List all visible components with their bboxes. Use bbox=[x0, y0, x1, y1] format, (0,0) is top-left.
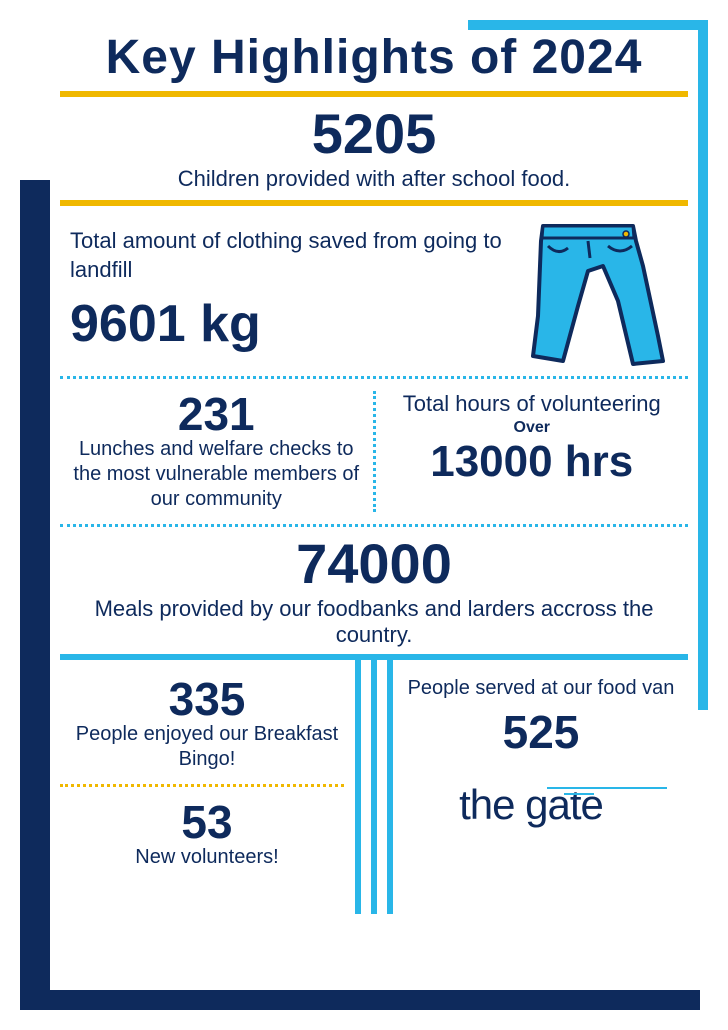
stat-lunches-value: 231 bbox=[70, 391, 363, 437]
dotted-divider-2 bbox=[60, 524, 688, 527]
stat-volunteering: Total hours of volunteering Over 13000 h… bbox=[376, 391, 689, 512]
stat-clothing: Total amount of clothing saved from goin… bbox=[60, 208, 688, 370]
stat-volunteering-over: Over bbox=[386, 419, 679, 437]
dotted-divider-1 bbox=[60, 376, 688, 379]
gold-divider-top bbox=[60, 91, 688, 97]
stat-meals: 74000 Meals provided by our foodbanks an… bbox=[60, 535, 688, 648]
stat-newvol-value: 53 bbox=[70, 799, 344, 845]
stat-volunteering-value: 13000 hrs bbox=[386, 437, 679, 487]
stat-meals-desc: Meals provided by our foodbanks and lard… bbox=[60, 596, 688, 648]
page-title: Key Highlights of 2024 bbox=[60, 30, 688, 85]
stat-newvol-desc: New volunteers! bbox=[70, 845, 344, 870]
row-lunches-volunteering: 231 Lunches and welfare checks to the mo… bbox=[60, 385, 688, 518]
stat-lunches: 231 Lunches and welfare checks to the mo… bbox=[60, 391, 376, 512]
stat-clothing-label: Total amount of clothing saved from goin… bbox=[70, 227, 508, 284]
stat-bingo-desc: People enjoyed our Breakfast Bingo! bbox=[70, 722, 344, 772]
stat-children-desc: Children provided with after school food… bbox=[60, 166, 688, 192]
stat-new-volunteers: 53 New volunteers! bbox=[60, 793, 374, 876]
stat-bingo: 335 People enjoyed our Breakfast Bingo! bbox=[60, 670, 374, 778]
stat-volunteering-label: Total hours of volunteering bbox=[386, 391, 679, 417]
logo: the gate bbox=[459, 781, 603, 829]
stat-foodvan: People served at our food van 525 bbox=[374, 670, 688, 761]
stat-meals-value: 74000 bbox=[60, 535, 688, 594]
stat-lunches-desc: Lunches and welfare checks to the most v… bbox=[70, 437, 363, 512]
t-divider bbox=[60, 654, 688, 660]
stat-children: 5205 Children provided with after school… bbox=[60, 105, 688, 192]
bottom-right-col: People served at our food van 525 the ga… bbox=[374, 670, 688, 876]
logo-t: t bbox=[570, 781, 581, 829]
stat-children-value: 5205 bbox=[60, 105, 688, 164]
content-area: Key Highlights of 2024 5205 Children pro… bbox=[60, 30, 688, 876]
jeans-icon bbox=[508, 216, 678, 366]
gold-divider-2 bbox=[60, 200, 688, 206]
stat-foodvan-value: 525 bbox=[404, 709, 678, 755]
stat-clothing-value: 9601 kg bbox=[70, 294, 508, 354]
dotted-divider-yellow bbox=[60, 784, 344, 787]
stat-foodvan-label: People served at our food van bbox=[404, 676, 678, 701]
bottom-left-col: 335 People enjoyed our Breakfast Bingo! … bbox=[60, 670, 374, 876]
stat-bingo-value: 335 bbox=[70, 676, 344, 722]
